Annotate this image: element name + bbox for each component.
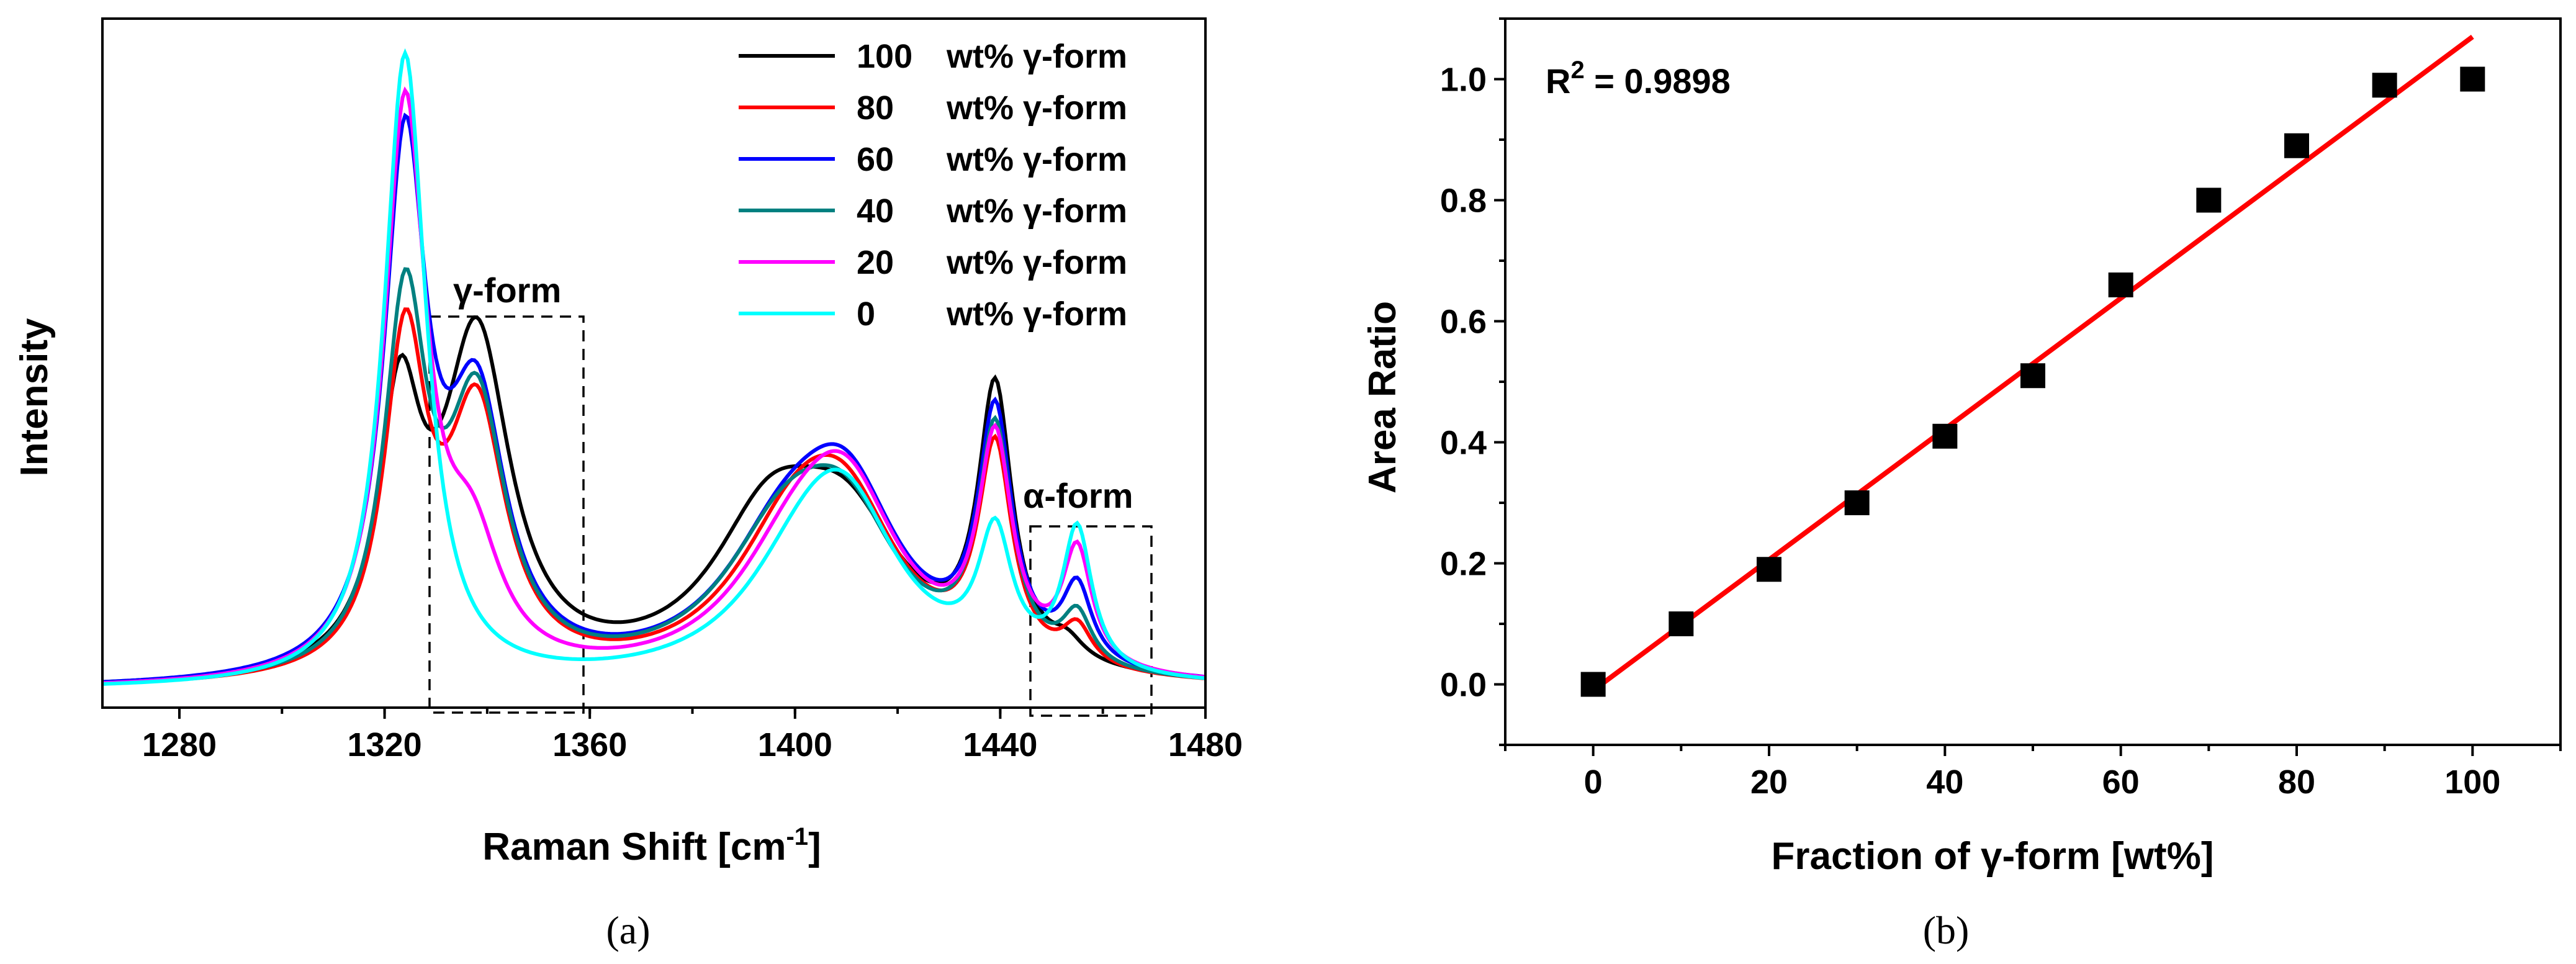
y-tick-label-b-0: 0.0 (1440, 667, 1487, 704)
r2-prefix: R (1546, 61, 1570, 101)
x-ticks-a: 1280 1320 1360 1400 1440 1480 (142, 708, 1243, 764)
x-tick-label-b-5: 100 (2444, 764, 2500, 801)
data-point-1 (1669, 611, 1694, 636)
panel-b: 0 20 40 60 80 100 0.0 0.2 0.4 0.6 0.8 1.0 R2 = 0.9… (1361, 17, 2562, 952)
alpha-form-box (1029, 525, 1153, 717)
y-tick-label-b-2: 0.4 (1440, 425, 1487, 462)
data-point-3 (1844, 490, 1870, 515)
legend-label-3: wt% γ-form (946, 192, 1127, 230)
legend-number-3: 40 (857, 192, 894, 230)
data-point-4 (1932, 423, 1958, 449)
legend-label-1: wt% γ-form (946, 89, 1127, 127)
alpha-form-label: α-form (1023, 476, 1133, 515)
spectrum-lines (102, 48, 1206, 686)
x-ticks-b: 0 20 40 60 80 100 (1504, 745, 2562, 801)
r2-sup: 2 (1570, 56, 1584, 84)
x-tick-label-a-0: 1280 (142, 726, 217, 764)
x-axis-label-a-main: Raman Shift [cm (482, 826, 786, 868)
x-tick-label-a-3: 1400 (758, 726, 832, 764)
caption-a: (a) (606, 908, 650, 952)
legend: 100 wt% γ-form 80 wt% γ-form 60 wt% γ-form 40 w… (739, 38, 1127, 333)
x-axis-label-a: Raman Shift [cm-1] (482, 823, 821, 868)
legend-number-2: 60 (857, 141, 894, 178)
y-tick-label-b-5: 1.0 (1440, 61, 1487, 99)
gamma-form-label: γ-form (453, 271, 561, 310)
y-tick-label-b-4: 0.8 (1440, 182, 1487, 220)
spectrum-line-5 (102, 48, 1206, 686)
data-point-5 (2020, 363, 2045, 389)
x-tick-label-b-1: 20 (1750, 764, 1788, 801)
x-tick-label-a-1: 1320 (348, 726, 422, 764)
data-point-6 (2108, 273, 2133, 297)
x-tick-label-a-4: 1440 (963, 726, 1037, 764)
r2-value: = 0.9898 (1585, 61, 1731, 101)
x-tick-label-b-2: 40 (1926, 764, 1963, 801)
x-axis-label-a-end: ] (808, 826, 821, 868)
data-point-8 (2284, 133, 2309, 158)
data-point-9 (2372, 73, 2397, 98)
plot-frame-a (101, 17, 1207, 709)
legend-label-5: wt% γ-form (946, 295, 1127, 333)
legend-number-0: 100 (857, 38, 912, 75)
data-point-2 (1757, 557, 1781, 582)
x-tick-label-b-4: 80 (2278, 764, 2315, 801)
x-tick-label-a-2: 1360 (552, 726, 627, 764)
y-axis-label-b: Area Ratio (1361, 301, 1404, 493)
y-ticks-b: 0.0 0.2 0.4 0.6 0.8 1.0 (1440, 17, 1505, 746)
data-point-0 (1580, 672, 1606, 697)
y-tick-label-b-1: 0.2 (1440, 546, 1487, 583)
legend-label-0: wt% γ-form (946, 38, 1127, 75)
legend-number-5: 0 (857, 295, 875, 333)
legend-number-4: 20 (857, 244, 894, 281)
y-axis-label-a: Intensity (13, 318, 56, 476)
x-tick-label-b-0: 0 (1584, 764, 1603, 801)
spectrum-line-4 (102, 86, 1206, 685)
gamma-form-box (428, 315, 585, 714)
data-points (1580, 66, 2485, 697)
caption-b: (b) (1923, 908, 1970, 952)
x-axis-label-a-sup: -1 (786, 823, 808, 850)
x-tick-label-a-5: 1480 (1168, 726, 1243, 764)
legend-label-2: wt% γ-form (946, 141, 1127, 178)
x-tick-label-b-3: 60 (2102, 764, 2140, 801)
panel-a: γ-form α-form 1280 1320 1360 1400 1440 1480 1… (13, 17, 1243, 952)
legend-label-4: wt% γ-form (946, 244, 1127, 281)
r-squared-label: R2 = 0.9898 (1546, 56, 1731, 101)
legend-number-1: 80 (857, 89, 894, 127)
data-point-7 (2196, 187, 2222, 213)
data-point-10 (2460, 66, 2485, 92)
x-axis-label-b: Fraction of γ-form [wt%] (1772, 835, 2214, 878)
y-tick-label-b-3: 0.6 (1440, 304, 1487, 341)
